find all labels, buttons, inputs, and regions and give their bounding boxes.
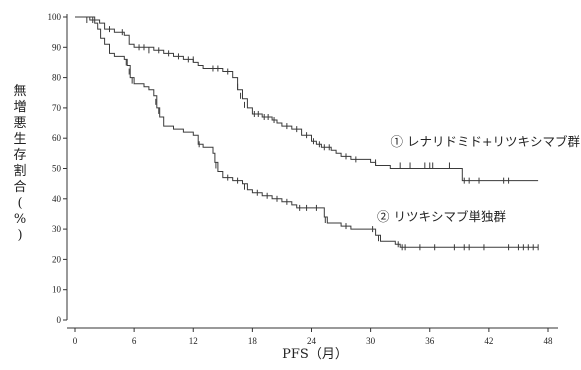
y-tick-label: 80 [52,73,62,83]
y-tick-label: 60 [52,133,62,143]
y-tick-label: 90 [52,42,62,52]
series-layer [75,16,539,251]
x-tick-label: 6 [132,336,137,346]
series-2 [75,16,539,251]
y-tick-label: 100 [48,12,62,22]
x-axis-title: PFS（月） [282,347,348,362]
series-1 [75,16,539,184]
x-tick-label: 36 [425,336,435,346]
x-tick-label: 24 [307,336,317,346]
series-2-label: ② リツキシマブ単独群 [377,209,506,224]
y-axis-title: 無増悪生存割合(%) [13,84,26,243]
ticks: 0 10 20 30 40 50 60 70 80 90 100 0 6 12 18 24 30 36 42 48 [48,12,554,346]
series-1-line [75,16,539,182]
y-tick-label: 20 [52,254,62,264]
x-tick-label: 30 [366,336,376,346]
x-tick-label: 12 [189,336,198,346]
x-tick-label: 42 [484,336,493,346]
y-tick-label: 30 [52,224,62,234]
x-tick-label: 48 [544,336,554,346]
x-tick-label: 0 [73,336,78,346]
y-tick-label: 70 [52,103,62,113]
x-tick-label: 18 [248,336,258,346]
series-2-line [75,16,539,248]
y-tick-label: 50 [52,164,62,174]
y-tick-label: 10 [52,285,62,295]
y-tick-label: 40 [52,194,62,204]
axes [66,14,558,329]
y-tick-label: 0 [57,315,62,325]
series-1-label: ① レナリドミド+リツキシマブ群 [391,134,581,149]
